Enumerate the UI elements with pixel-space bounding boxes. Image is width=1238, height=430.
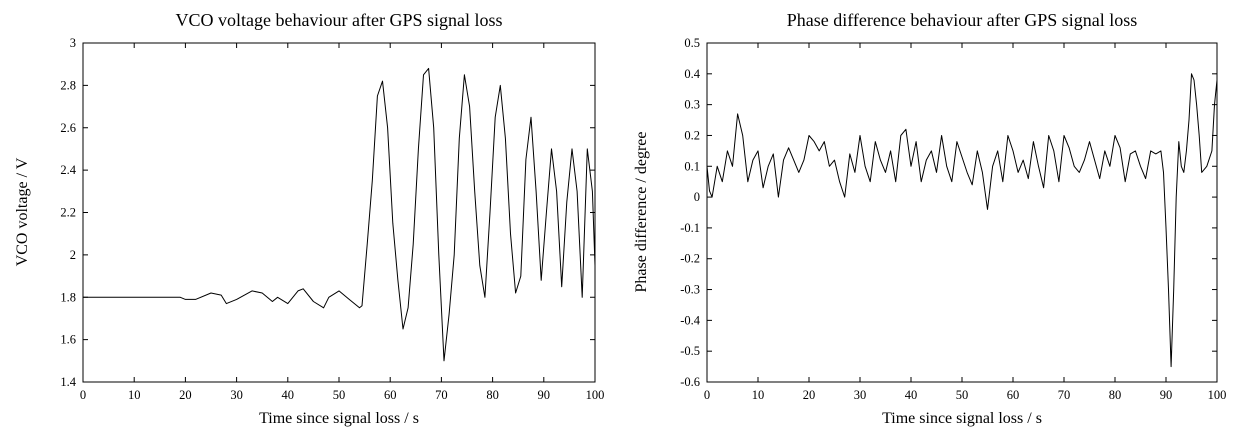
phase-x-tick-label: 50	[956, 388, 969, 402]
vco-chart: VCO voltage behaviour after GPS signal l…	[14, 10, 604, 427]
phase-difference-series-line	[706, 73, 1218, 368]
phase-y-tick-label: 0	[694, 190, 700, 204]
vco-x-tick-label: 100	[586, 388, 605, 402]
vco-y-tick-label: 1.4	[60, 375, 76, 389]
phase-y-tick-label: -0.2	[680, 252, 700, 266]
phase-y-tick-label: -0.6	[680, 375, 700, 389]
phase-y-tick-label: 0.4	[684, 67, 700, 81]
phase-x-tick-label: 30	[854, 388, 867, 402]
phase-x-tick-label: 10	[752, 388, 765, 402]
vco-y-tick-label: 2.2	[60, 206, 76, 220]
phase-x-tick-label: 80	[1109, 388, 1122, 402]
phase-x-tick-label: 0	[704, 388, 710, 402]
vco-plot-frame	[82, 42, 596, 383]
vco-x-tick-label: 60	[384, 388, 397, 402]
vco-y-tick-label: 1.8	[60, 290, 76, 304]
vco-y-tick-label: 3	[70, 36, 76, 50]
vco-y-tick-label: 2.6	[60, 121, 76, 135]
phase-chart: Phase difference behaviour after GPS sig…	[633, 10, 1226, 427]
phase-y-tick-label: -0.3	[680, 283, 700, 297]
phase-y-tick-label: -0.4	[680, 313, 701, 327]
vco-y-tick-label: 2	[70, 248, 76, 262]
vco-x-tick-label: 80	[486, 388, 499, 402]
vco-voltage-series-line	[83, 67, 596, 362]
phase-x-tick-label: 70	[1058, 388, 1071, 402]
vco-x-tick-label: 70	[435, 388, 448, 402]
phase-x-tick-label: 90	[1160, 388, 1173, 402]
phase-x-axis-label: Time since signal loss / s	[882, 410, 1042, 427]
vco-y-tick-label: 1.6	[60, 333, 76, 347]
phase-y-tick-label: 0.2	[684, 128, 700, 142]
phase-x-tick-label: 20	[803, 388, 816, 402]
vco-chart-title: VCO voltage behaviour after GPS signal l…	[176, 10, 503, 30]
phase-x-tick-label: 60	[1007, 388, 1020, 402]
vco-x-tick-label: 10	[128, 388, 141, 402]
vco-x-tick-label: 20	[179, 388, 192, 402]
vco-x-tick-label: 0	[80, 388, 86, 402]
phase-y-tick-label: -0.5	[680, 344, 700, 358]
vco-x-tick-label: 50	[333, 388, 346, 402]
phase-y-tick-label: 0.5	[684, 36, 700, 50]
phase-y-axis-label: Phase difference / degree	[633, 132, 650, 293]
vco-x-tick-label: 30	[230, 388, 243, 402]
phase-y-tick-label: 0.3	[684, 98, 700, 112]
vco-y-axis-label: VCO voltage / V	[14, 157, 31, 266]
phase-plot-frame	[706, 42, 1218, 383]
phase-x-tick-label: 100	[1208, 388, 1227, 402]
phase-x-tick-label: 40	[905, 388, 918, 402]
vco-y-tick-label: 2.8	[60, 78, 76, 92]
vco-x-tick-label: 40	[282, 388, 295, 402]
phase-y-tick-label: -0.1	[680, 221, 700, 235]
vco-x-tick-label: 90	[538, 388, 551, 402]
phase-chart-title: Phase difference behaviour after GPS sig…	[787, 10, 1138, 30]
vco-y-tick-label: 2.4	[60, 163, 76, 177]
phase-y-tick-label: 0.1	[684, 159, 700, 173]
vco-x-axis-label: Time since signal loss / s	[259, 410, 419, 427]
